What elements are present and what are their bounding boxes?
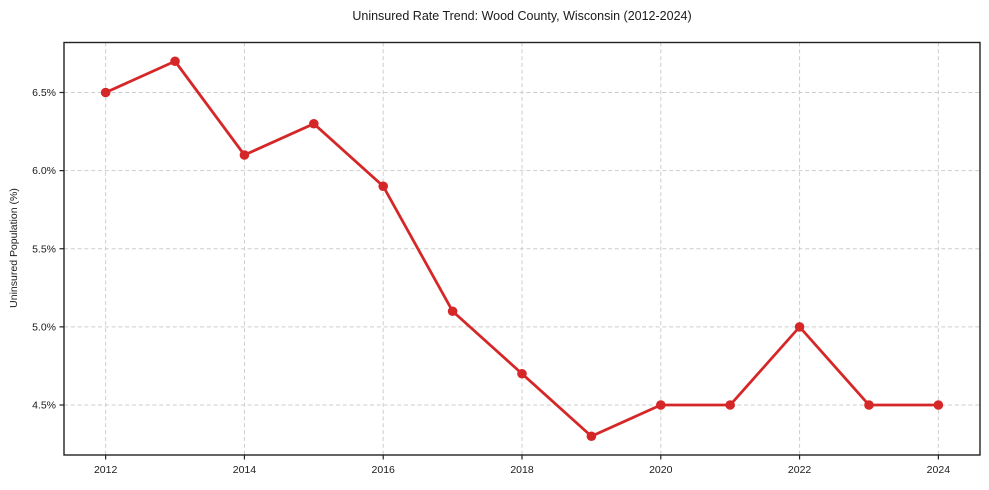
data-point — [517, 368, 527, 379]
chart-title: Uninsured Rate Trend: Wood County, Wisco… — [352, 9, 692, 23]
x-tick-label: 2012 — [94, 464, 118, 476]
data-point — [586, 431, 597, 442]
y-tick-label: 6.5% — [32, 87, 56, 99]
x-tick-label: 2016 — [372, 464, 396, 476]
data-point — [725, 400, 735, 410]
data-point — [655, 400, 666, 410]
data-point — [309, 118, 319, 129]
x-tick-label: 2024 — [927, 464, 951, 476]
data-point — [378, 181, 389, 192]
data-point — [794, 322, 805, 332]
data-point — [100, 87, 111, 98]
y-tick-label: 5.0% — [32, 321, 56, 333]
x-tick-label: 2018 — [510, 464, 534, 476]
data-point — [933, 400, 944, 410]
data-point — [170, 56, 180, 67]
y-tick-label: 6.0% — [32, 165, 56, 177]
x-tick-label: 2020 — [649, 464, 673, 476]
data-point — [447, 306, 458, 317]
y-tick-label: 5.5% — [32, 243, 56, 255]
data-point — [864, 400, 874, 410]
data-point — [239, 150, 250, 160]
y-tick-label: 4.5% — [32, 400, 56, 412]
x-tick-label: 2014 — [233, 464, 257, 476]
x-tick-label: 2022 — [788, 464, 812, 476]
